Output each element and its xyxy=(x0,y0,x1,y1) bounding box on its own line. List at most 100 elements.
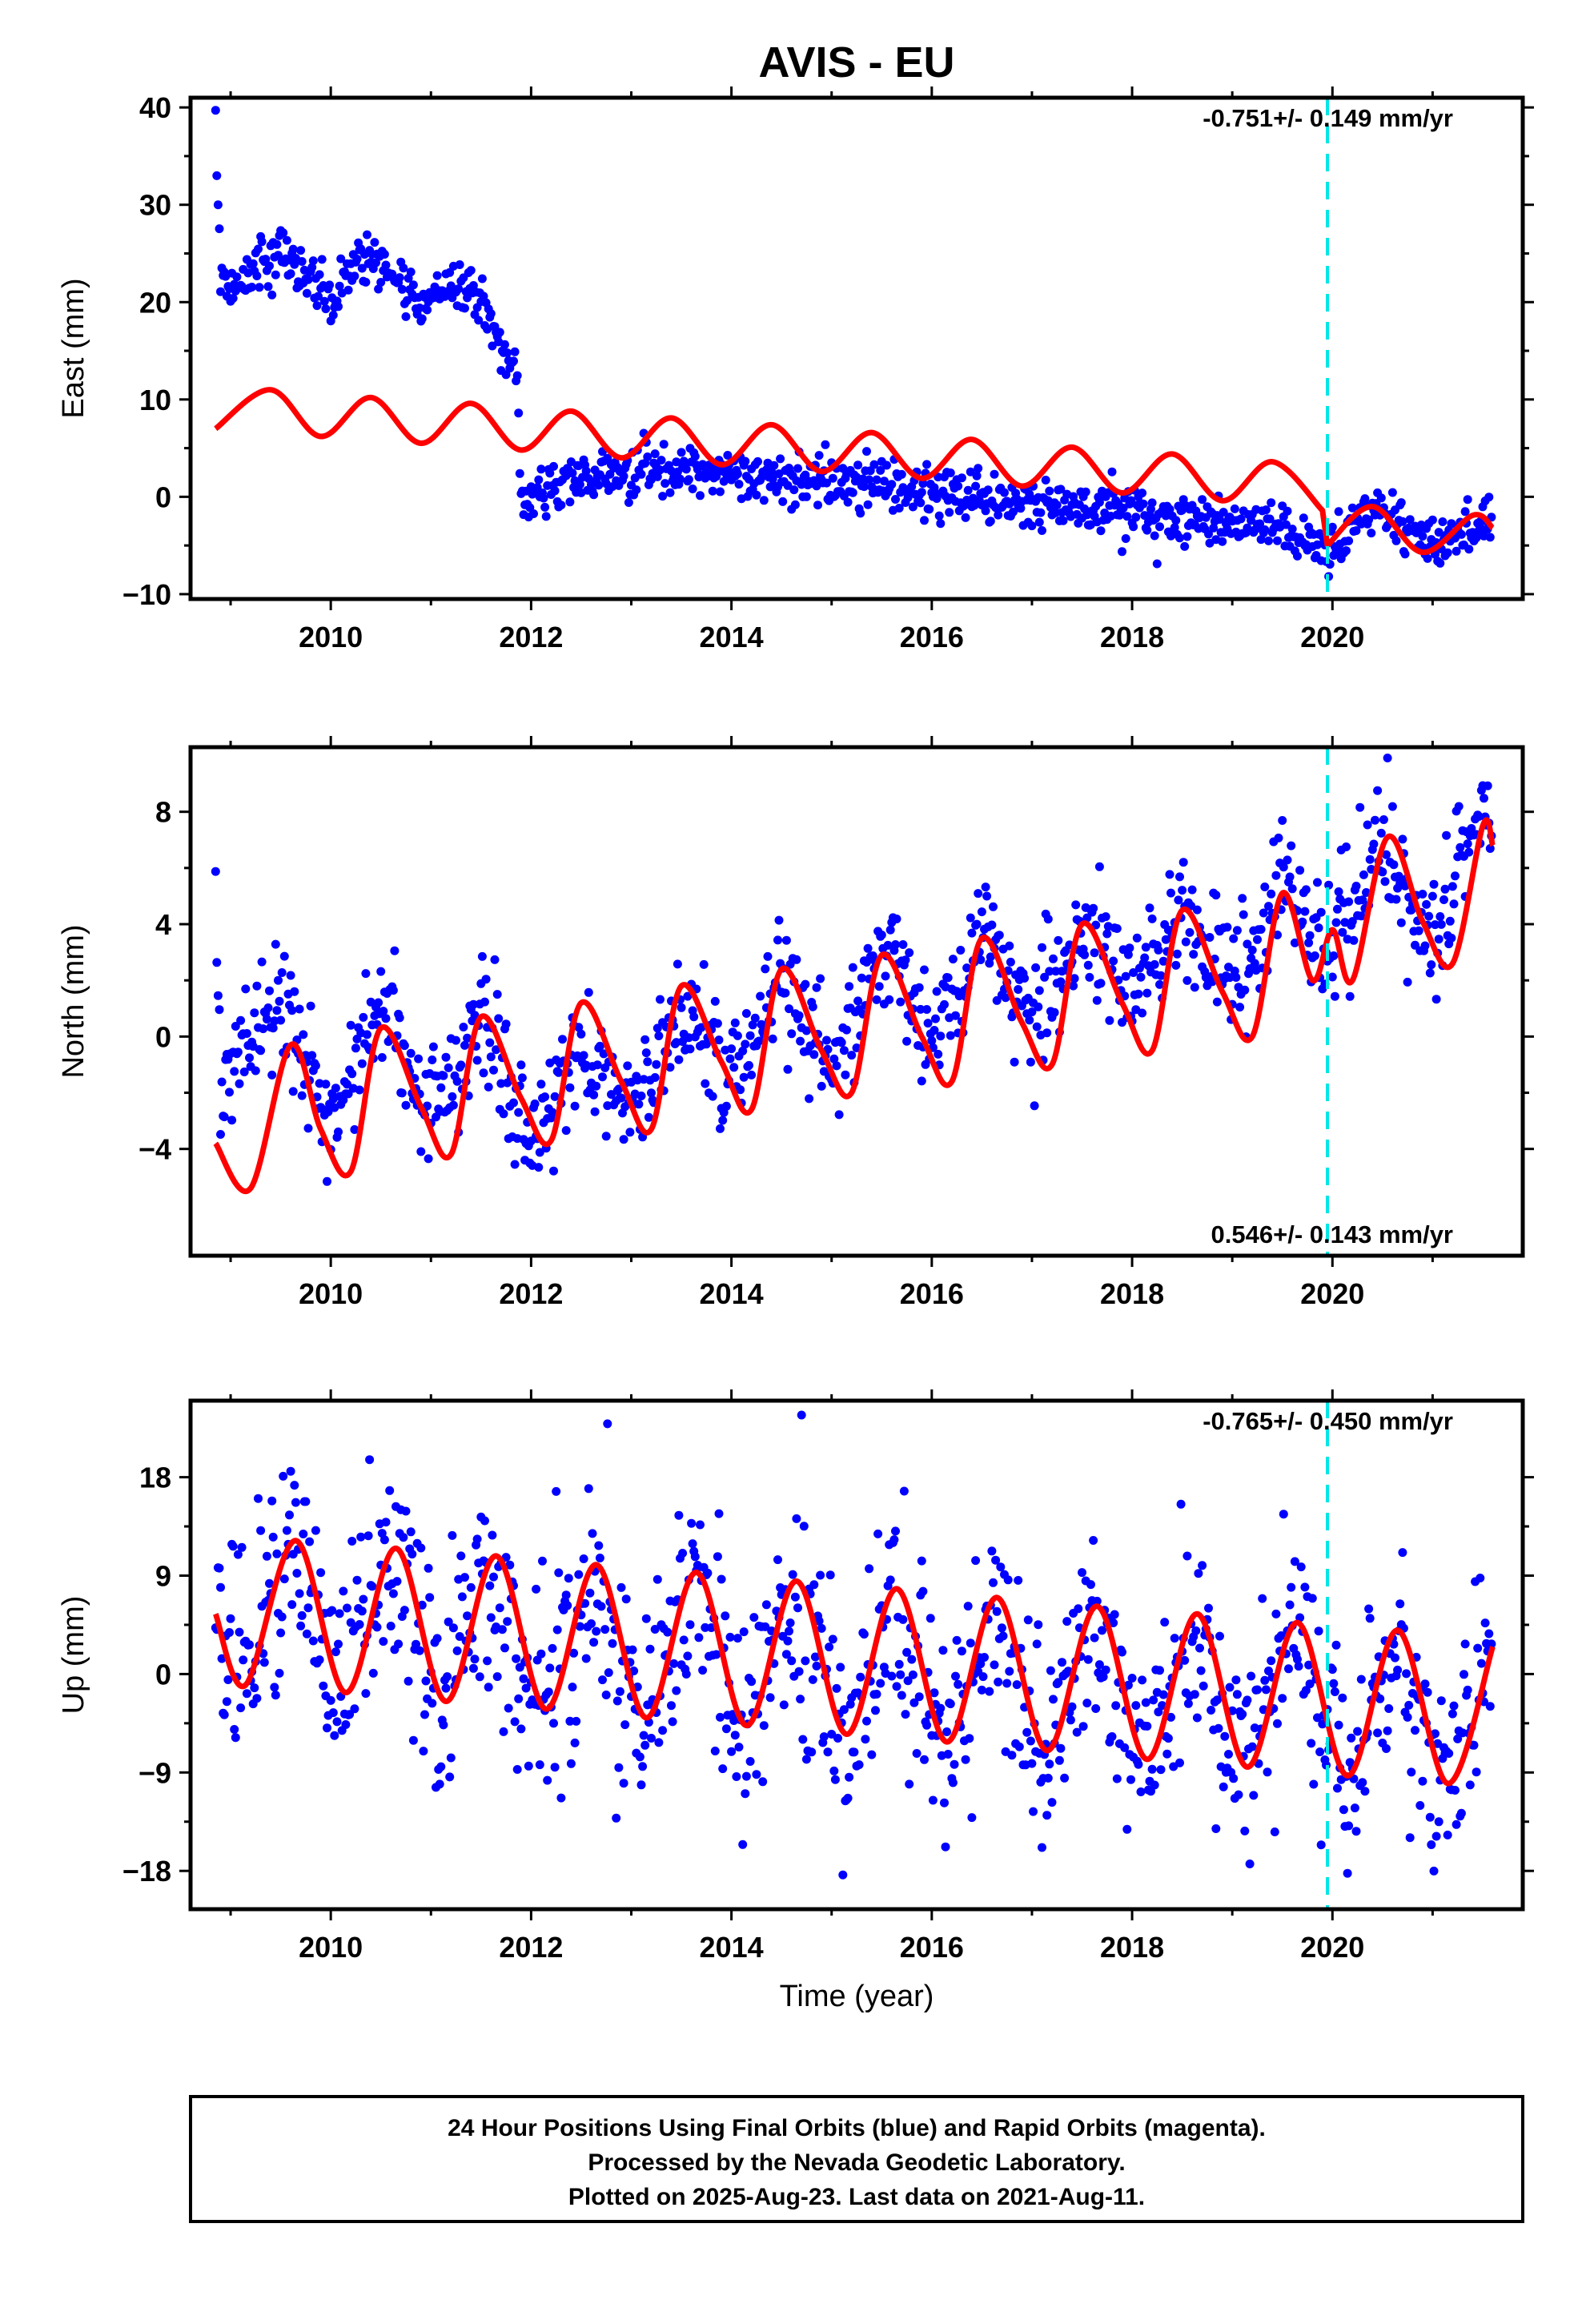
north-point xyxy=(685,1044,695,1054)
north-point xyxy=(1156,971,1166,980)
north-point xyxy=(279,951,289,961)
up-point xyxy=(914,1692,924,1702)
up-point xyxy=(948,1778,958,1787)
up-point xyxy=(262,1551,271,1561)
east-point xyxy=(1387,488,1397,497)
up-point xyxy=(237,1542,247,1552)
east-point xyxy=(769,460,779,470)
up-point xyxy=(365,1455,375,1465)
north-point xyxy=(1427,960,1436,970)
east-point xyxy=(1364,515,1374,525)
north-y-axis-label: North (mm) xyxy=(57,924,90,1078)
east-point xyxy=(1391,536,1401,545)
up-point xyxy=(1253,1685,1262,1695)
north-point xyxy=(1445,916,1455,926)
up-point xyxy=(808,1675,817,1684)
up-point xyxy=(347,1537,357,1546)
up-point xyxy=(446,1753,456,1763)
up-point xyxy=(1038,1843,1046,1852)
up-point xyxy=(980,1653,989,1662)
north-point xyxy=(857,973,866,983)
up-point xyxy=(885,1575,895,1585)
up-point xyxy=(926,1614,935,1623)
north-point xyxy=(1274,833,1283,842)
north-point xyxy=(1333,904,1342,914)
north-point xyxy=(377,1053,387,1062)
up-point xyxy=(1034,1620,1043,1630)
north-point xyxy=(616,1093,626,1103)
east-x-tick-label: 2014 xyxy=(700,621,764,653)
north-point xyxy=(1369,839,1379,849)
east-point xyxy=(672,457,681,467)
north-point xyxy=(492,1045,501,1055)
up-point xyxy=(1109,1618,1118,1627)
up-point xyxy=(401,1506,411,1516)
north-point xyxy=(1396,918,1406,927)
up-point xyxy=(961,1755,970,1764)
north-point xyxy=(1314,923,1323,933)
up-point xyxy=(399,1533,408,1542)
east-point xyxy=(1096,526,1106,536)
north-point xyxy=(1329,951,1339,960)
east-point xyxy=(859,482,869,492)
up-point xyxy=(1279,1510,1288,1519)
up-point xyxy=(817,1623,826,1633)
east-point xyxy=(869,460,879,469)
up-point xyxy=(316,1568,326,1578)
north-point xyxy=(757,1019,766,1029)
east-point xyxy=(248,259,258,268)
up-point xyxy=(862,1716,871,1726)
up-point xyxy=(658,1726,668,1735)
east-point xyxy=(934,511,944,521)
north-point xyxy=(977,907,986,917)
east-point xyxy=(1041,476,1050,485)
north-point xyxy=(1069,981,1078,991)
north-point xyxy=(306,1001,315,1011)
east-point xyxy=(1405,515,1415,525)
north-point xyxy=(509,1098,518,1108)
north-point xyxy=(1345,991,1355,1001)
north-x-tick-label: 2010 xyxy=(299,1277,363,1310)
north-point xyxy=(1109,956,1118,966)
east-point xyxy=(1351,526,1361,536)
north-point xyxy=(490,955,500,964)
up-point xyxy=(296,1621,306,1630)
east-point xyxy=(228,294,238,303)
north-point xyxy=(1398,834,1407,844)
up-point xyxy=(282,1526,291,1535)
east-x-tick-label: 2020 xyxy=(1300,621,1364,653)
up-point xyxy=(779,1700,789,1710)
up-point xyxy=(838,1870,848,1880)
east-point xyxy=(319,296,329,306)
up-point xyxy=(381,1518,391,1527)
north-point xyxy=(550,1092,560,1101)
north-point xyxy=(1031,963,1041,972)
east-point xyxy=(659,440,669,449)
up-point xyxy=(738,1839,748,1849)
up-point xyxy=(1485,1702,1495,1711)
east-point xyxy=(661,479,670,489)
north-point xyxy=(1121,971,1130,981)
north-point xyxy=(733,1031,742,1040)
north-point xyxy=(1362,888,1371,897)
east-point xyxy=(920,516,929,525)
up-point xyxy=(620,1720,630,1730)
east-point xyxy=(1180,541,1190,551)
up-point xyxy=(696,1520,705,1530)
north-point xyxy=(548,1108,557,1117)
east-point xyxy=(408,280,418,290)
up-point xyxy=(628,1645,637,1655)
up-point xyxy=(412,1639,420,1649)
north-point xyxy=(452,1035,460,1045)
up-point xyxy=(861,1735,870,1744)
footer-line-3: Plotted on 2025-Aug-23. Last data on 202… xyxy=(568,2184,1145,2210)
up-point xyxy=(488,1530,497,1540)
up-point xyxy=(1142,1722,1152,1731)
east-point xyxy=(1056,485,1066,494)
up-point xyxy=(444,1617,453,1626)
north-points xyxy=(211,754,1496,1186)
up-point xyxy=(428,1699,437,1708)
north-point xyxy=(271,939,280,949)
north-point xyxy=(1387,802,1397,811)
north-point xyxy=(922,1005,932,1014)
